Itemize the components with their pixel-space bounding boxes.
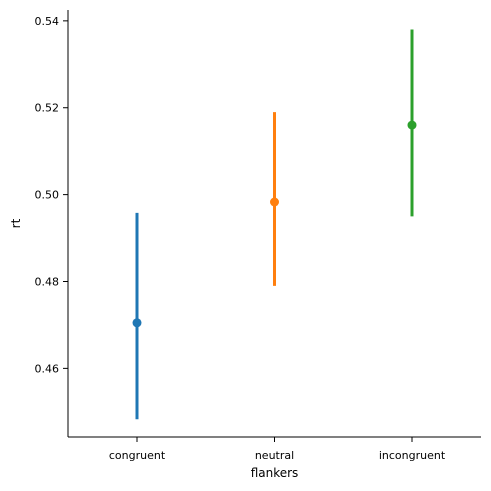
x-ticks: congruent neutral incongruent — [109, 437, 446, 462]
point-incongruent — [407, 120, 417, 130]
y-axis-label: rt — [9, 218, 23, 228]
point-congruent — [132, 318, 142, 328]
point-neutral — [270, 197, 279, 207]
x-tick-label-neutral: neutral — [255, 449, 294, 462]
x-tick-label-incongruent: incongruent — [379, 449, 446, 462]
y-tick-label: 0.54 — [35, 15, 60, 28]
y-tick-label: 0.46 — [35, 362, 60, 375]
plot-area — [132, 29, 417, 420]
y-tick-label: 0.48 — [35, 275, 60, 288]
y-tick-label: 0.52 — [35, 102, 60, 115]
x-tick-label-congruent: congruent — [109, 449, 166, 462]
y-tick-label: 0.50 — [35, 189, 60, 202]
x-axis-label: flankers — [251, 466, 299, 480]
y-ticks: 0.46 0.48 0.50 0.52 0.54 — [35, 15, 68, 375]
